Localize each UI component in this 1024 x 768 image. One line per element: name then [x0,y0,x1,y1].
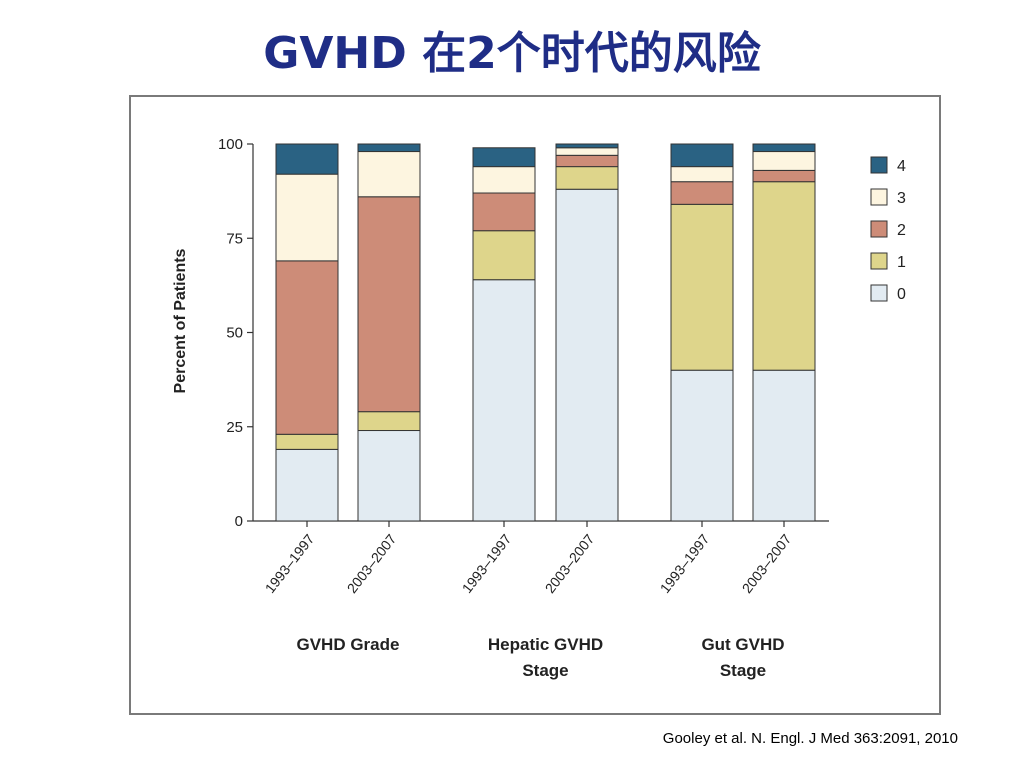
bar-segment-3 [670,166,734,183]
y-tick-label: 50 [226,325,243,342]
y-axis-label: Percent of Patients [172,248,189,393]
slide-title: GVHD 在2个时代的风险 [263,28,761,79]
chart-frame: 0 25 50 75 100 1993–1997 2003–2007 1993–1997 20… [129,95,941,715]
bar-segment-0 [752,369,816,522]
bar-segment-3 [357,151,421,198]
citation: Gooley et al. N. Engl. J Med 363:2091, 2… [662,730,958,747]
x-tick-label: 2003–2007 [542,531,598,596]
legend-label: 2 [897,222,906,239]
bar-segment-2 [472,192,536,232]
legend-swatch-4 [870,156,888,174]
bar-segment-2 [555,154,619,168]
y-tick-label: 25 [226,419,243,436]
bar-segment-1 [357,411,421,432]
legend-label: 0 [897,286,906,303]
bar-segment-0 [670,369,734,522]
bar-segment-3 [275,173,339,262]
x-tick-label: 1993–1997 [657,531,713,596]
bar-segment-4 [472,147,536,168]
legend-label: 3 [897,190,906,207]
bar-segment-4 [275,143,339,175]
bar-segment-0 [357,430,421,522]
bars [275,143,816,522]
group-label: GVHD Grade [297,635,400,654]
bar-segment-3 [555,147,619,156]
x-tick-label: 1993–1997 [262,531,318,596]
bar-segment-4 [752,143,816,153]
bar-segment-0 [555,188,619,522]
axes: 0 25 50 75 100 [218,136,829,530]
bar-segment-3 [752,151,816,171]
bar-segment-0 [275,448,339,522]
x-tick-label: 2003–2007 [739,531,795,596]
group-label: Gut GVHD Stage [701,635,784,680]
legend-swatch-3 [870,188,888,206]
x-tick-label: 1993–1997 [459,531,515,596]
group-label: Hepatic GVHD Stage [488,635,603,680]
legend-label: 1 [897,254,906,271]
y-tick-label: 0 [235,513,243,530]
bar-segment-1 [275,433,339,450]
legend-swatch-1 [870,252,888,270]
x-tick-label: 2003–2007 [344,531,400,596]
y-tick-label: 75 [226,230,243,247]
bar-segment-4 [670,143,734,168]
bar-segment-2 [275,260,339,435]
legend: 4 3 2 1 0 [870,156,906,303]
legend-swatch-2 [870,220,888,238]
bar-segment-1 [752,181,816,371]
bar-segment-1 [472,230,536,281]
bar-segment-0 [472,279,536,522]
bar-segment-2 [357,196,421,413]
legend-swatch-0 [870,284,888,302]
group-labels: GVHD Grade Hepatic GVHD Stage Gut GVHD Stage [297,635,785,680]
bar-segment-2 [752,169,816,183]
y-tick-label: 100 [218,136,243,153]
x-tick-labels: 1993–1997 2003–2007 1993–1997 2003–2007 1993… [262,531,795,596]
bar-segment-3 [472,166,536,194]
legend-label: 4 [897,158,906,175]
bar-segment-2 [670,181,734,205]
bar-segment-1 [555,166,619,190]
bar-segment-1 [670,203,734,371]
bar-segment-4 [555,143,619,149]
bar-segment-4 [357,143,421,153]
